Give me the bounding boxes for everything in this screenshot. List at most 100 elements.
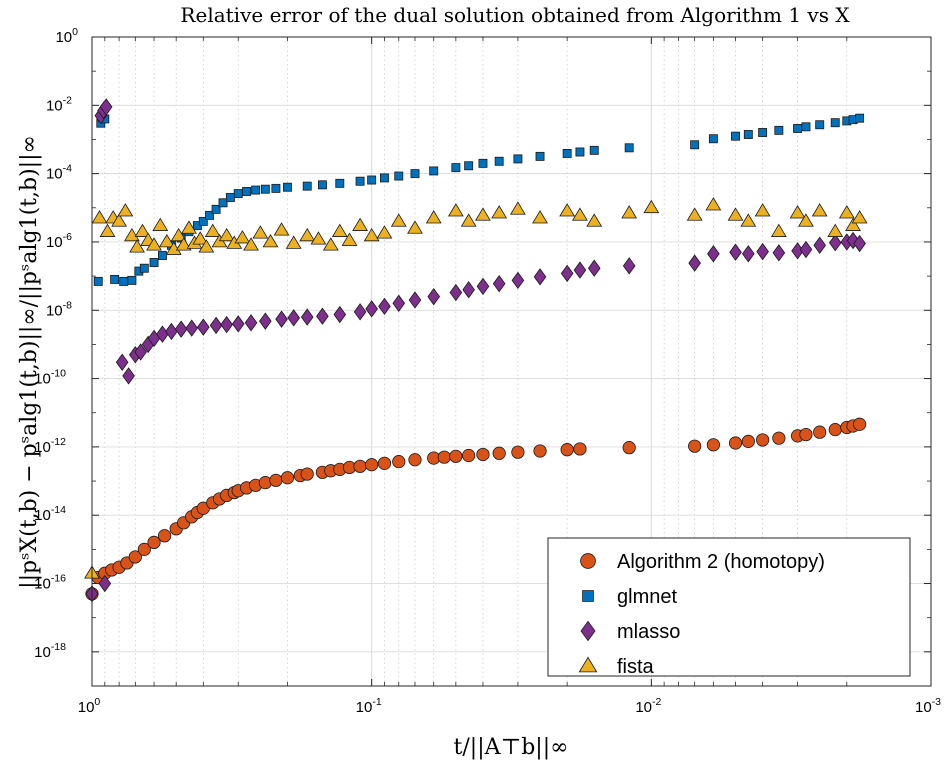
triangle-point — [740, 213, 757, 227]
y-axis-label: ||pˢX(t,b) − pˢalg1(t,b)||∞/||pˢalg1(t,b… — [17, 135, 42, 589]
series-mlasso — [85, 98, 866, 603]
triangle-point — [686, 207, 703, 221]
triangle-point — [243, 237, 259, 251]
square-point — [793, 124, 803, 133]
diamond-point — [492, 275, 506, 293]
square-point — [260, 184, 270, 194]
legend-entry: mlasso — [580, 620, 680, 643]
square-point — [575, 147, 585, 157]
circle-point — [147, 535, 161, 549]
triangle-point — [234, 230, 251, 244]
plot-frame — [91, 36, 932, 687]
diamond-point — [196, 318, 210, 336]
x-tick-label: 10-3 — [915, 696, 941, 716]
legend-marker — [580, 620, 596, 642]
diamond-point — [587, 259, 601, 277]
diamond-point — [115, 353, 129, 371]
triangle-point — [152, 217, 169, 231]
diamond-point — [573, 261, 587, 279]
diamond-point — [756, 242, 769, 261]
circle-point — [476, 447, 490, 462]
triangle-point — [407, 220, 423, 234]
circle-point — [853, 417, 867, 431]
square-point — [801, 122, 811, 132]
circle-point — [828, 423, 842, 437]
square-point — [451, 163, 461, 173]
triangle-point — [532, 210, 548, 224]
legend-label: Algorithm 2 (homotopy) — [617, 551, 825, 573]
triangle-point — [322, 237, 339, 251]
triangle-point — [727, 207, 744, 221]
diamond-point — [333, 305, 347, 324]
circle-point — [437, 450, 451, 464]
legend-label: glmnet — [617, 586, 677, 608]
square-point — [335, 178, 345, 188]
y-tick-label: 10-6 — [46, 231, 72, 251]
legend-entry: fista — [578, 656, 655, 678]
diamond-point — [427, 287, 441, 306]
diamond-point — [392, 294, 406, 312]
triangle-point — [376, 225, 393, 239]
diamond-point — [449, 283, 463, 302]
data-points — [84, 98, 868, 603]
triangle-point — [705, 197, 722, 211]
legend-marker — [580, 553, 596, 569]
square-point — [758, 128, 768, 137]
diamond-point — [99, 98, 113, 116]
triangle-point — [310, 231, 327, 245]
chart-title: Relative error of the dual solution obta… — [180, 3, 850, 27]
circle-point — [137, 542, 151, 556]
square-point — [93, 276, 103, 286]
diamond-point — [209, 316, 223, 335]
triangle-point — [811, 203, 828, 217]
circle-point — [533, 444, 547, 458]
x-axis-label: t/||A⊤b||∞ — [454, 735, 569, 760]
circle-point — [688, 439, 702, 453]
triangle-point — [218, 227, 235, 242]
x-tick-label: 10-2 — [635, 696, 661, 716]
triangle-point — [789, 205, 806, 219]
circle-point — [813, 425, 827, 439]
triangle-point — [770, 223, 787, 237]
triangle-point — [798, 213, 814, 227]
triangle-point — [331, 223, 348, 237]
diamond-point — [353, 303, 367, 321]
triangle-point — [99, 223, 116, 237]
triangle-point — [586, 213, 603, 227]
square-point — [251, 185, 261, 195]
triangle-point — [754, 203, 771, 217]
triangle-point — [170, 227, 187, 242]
x-tick-labels: 100 10-1 10-2 10-3 — [78, 696, 941, 716]
diamond-point — [134, 343, 147, 361]
diamond-point — [707, 245, 720, 263]
circle-point — [511, 445, 525, 459]
square-point — [139, 263, 149, 273]
diamond-point — [259, 312, 272, 330]
triangle-point — [204, 223, 221, 237]
triangle-point — [91, 210, 108, 224]
circle-point — [353, 459, 367, 473]
triangle-point — [509, 201, 526, 215]
triangle-point — [111, 213, 128, 227]
diamond-point — [813, 236, 827, 254]
diamond-point — [244, 314, 258, 332]
circle-point — [799, 427, 813, 442]
triangle-point — [460, 213, 477, 227]
square-point — [478, 158, 488, 168]
diamond-point — [316, 307, 329, 325]
legend-box — [547, 537, 911, 677]
legend-entry: glmnet — [582, 586, 677, 608]
diamond-point — [511, 271, 525, 290]
triangle-point — [198, 239, 215, 253]
y-tick-label: 100 — [55, 26, 78, 46]
x-tick-label: 100 — [78, 696, 101, 716]
triangle-point — [252, 225, 269, 239]
diamond-point — [378, 297, 391, 316]
circle-point — [280, 471, 295, 485]
diamond-point — [365, 300, 378, 318]
square-point — [429, 166, 439, 176]
circle-point — [300, 467, 314, 481]
y-tick-label: 10-12 — [34, 436, 66, 456]
y-tick-label: 10-10 — [34, 368, 66, 388]
square-point — [394, 171, 404, 181]
